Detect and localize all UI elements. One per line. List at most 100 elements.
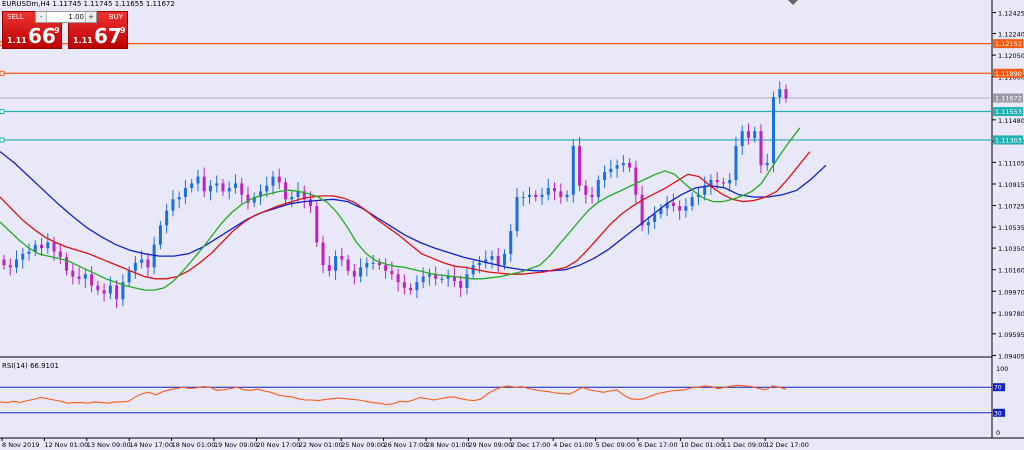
candle-body xyxy=(21,253,25,260)
price-tick-label: 1.09595 xyxy=(998,331,1024,339)
price-tick-label: 1.12050 xyxy=(998,52,1024,60)
candle-body xyxy=(15,259,19,268)
lot-size-stepper[interactable]: - 1.00 + xyxy=(35,11,97,23)
candle-body xyxy=(771,97,775,163)
candle-body xyxy=(258,191,262,198)
candle-body xyxy=(252,197,256,203)
candle-body xyxy=(58,251,62,258)
rsi-indicator-label: RSI(14) 66.9101 xyxy=(2,362,59,370)
candle-body xyxy=(352,270,356,277)
candle-body xyxy=(265,185,269,192)
time-tick-label: 8 Nov 2019 xyxy=(2,441,40,449)
rsi-level-tag xyxy=(993,383,1005,392)
candle-body xyxy=(152,244,156,268)
candle-body xyxy=(578,145,582,186)
level-line-handle xyxy=(0,109,5,115)
candle-body xyxy=(596,180,600,198)
candle-body xyxy=(315,206,319,243)
candle-body xyxy=(734,145,738,180)
lot-size-input[interactable]: 1.00 xyxy=(68,13,84,21)
candle-body xyxy=(471,265,475,275)
candle-body xyxy=(52,242,56,252)
time-tick-label: 19 Nov 09:00 xyxy=(214,441,258,449)
candle-body xyxy=(784,89,788,99)
time-tick-label: 11 Dec 09:00 xyxy=(723,441,767,449)
candle-body xyxy=(446,276,450,279)
candle-body xyxy=(215,183,219,186)
level-line-handle xyxy=(0,70,5,76)
candle-body xyxy=(127,270,131,283)
price-level-tag-label: 1.11303 xyxy=(995,136,1022,144)
candle-body xyxy=(477,262,481,266)
candle-body xyxy=(684,206,688,211)
price-level-tag xyxy=(993,135,1023,145)
price-tick-label: 1.12425 xyxy=(998,10,1024,18)
candle-body xyxy=(646,222,650,226)
candle-body xyxy=(621,162,625,166)
candle-body xyxy=(183,187,187,198)
candle-body xyxy=(240,183,244,195)
time-tick-label: 10 Dec 01:00 xyxy=(680,441,724,449)
candle-body xyxy=(465,274,469,288)
price-tick-label: 1.11105 xyxy=(998,159,1024,167)
candle-body xyxy=(302,191,306,200)
candle-body xyxy=(440,278,444,280)
candle-body xyxy=(177,197,181,200)
time-tick-label: 5 Dec 09:00 xyxy=(596,441,636,449)
candle-body xyxy=(171,199,175,211)
candle-body xyxy=(690,197,694,207)
chart-shift-marker xyxy=(788,0,798,5)
candle-body xyxy=(484,259,488,263)
time-tick-label: 22 Nov 01:00 xyxy=(299,441,343,449)
candle-body xyxy=(165,210,169,226)
candle-body xyxy=(659,208,663,215)
candle-body xyxy=(534,194,538,198)
candle-body xyxy=(83,274,87,279)
candle-body xyxy=(208,185,212,192)
increase-lot-button[interactable]: + xyxy=(85,12,96,22)
candle-body xyxy=(590,194,594,198)
candle-body xyxy=(628,162,632,168)
candle-body xyxy=(653,214,657,223)
time-tick-label: 25 Nov 09:00 xyxy=(341,441,385,449)
candle-body xyxy=(490,256,494,260)
buy-price-big: 67 xyxy=(94,24,122,48)
decrease-lot-button[interactable]: - xyxy=(36,12,47,22)
candle-body xyxy=(715,180,719,183)
candle-body xyxy=(8,265,12,268)
candle-body xyxy=(521,197,525,199)
candle-body xyxy=(377,262,381,266)
candle-body xyxy=(121,282,125,300)
candle-body xyxy=(202,176,206,192)
candle-body xyxy=(728,180,732,184)
candle-body xyxy=(27,251,31,254)
sell-label: SELL xyxy=(7,13,24,21)
price-tick-label: 1.09405 xyxy=(998,352,1024,360)
time-tick-label: 20 Nov 17:00 xyxy=(256,441,300,449)
time-tick-label: 4 Dec 01:00 xyxy=(553,441,593,449)
candle-body xyxy=(540,194,544,198)
moving-average-slow xyxy=(0,151,827,272)
candle-body xyxy=(671,202,675,207)
candle-body xyxy=(33,244,37,252)
candle-body xyxy=(678,206,682,211)
time-tick-label: 12 Nov 01:00 xyxy=(44,441,88,449)
candle-body xyxy=(396,274,400,283)
level-line-handle xyxy=(0,137,5,143)
candle-body xyxy=(196,176,200,184)
buy-label: BUY xyxy=(108,13,123,21)
price-level-tag xyxy=(993,93,1023,103)
candle-body xyxy=(309,199,313,207)
candle-body xyxy=(390,270,394,275)
candle-body xyxy=(709,180,713,186)
candle-body xyxy=(515,197,519,232)
time-tick-label: 29 Nov 09:00 xyxy=(468,441,512,449)
price-level-tag-label: 1.12151 xyxy=(995,40,1022,48)
symbol-title: EURUSDm,H4 1.11745 1.11745 1.11655 1.116… xyxy=(2,0,175,8)
candle-body xyxy=(759,131,763,166)
price-level-tag xyxy=(993,107,1023,117)
candle-body xyxy=(115,285,119,300)
candle-body xyxy=(509,231,513,254)
